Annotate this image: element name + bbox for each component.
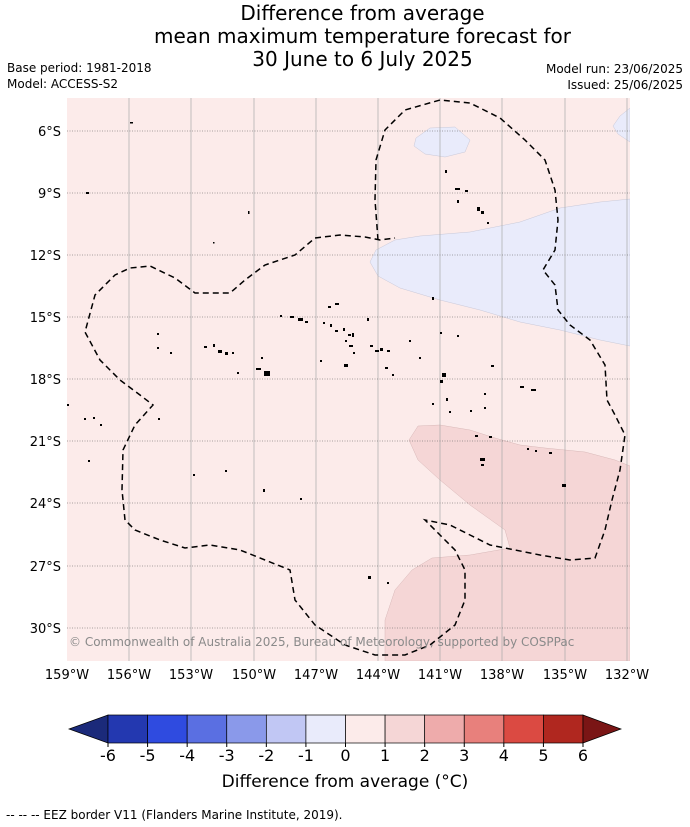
colorbar-bin — [503, 714, 544, 744]
copyright-notice: © Commonwealth of Australia 2025, Bureau… — [69, 635, 574, 649]
colorbar-tick-label: 2 — [420, 746, 430, 765]
map-title: Difference from average mean maximum tem… — [0, 2, 690, 71]
colorbar-bin — [463, 714, 505, 744]
colorbar-tick-label: -1 — [298, 746, 314, 765]
base-period: Base period: 1981-2018 — [7, 61, 152, 75]
model-name: Model: ACCESS-S2 — [7, 77, 119, 91]
cool-anomaly-region-small — [413, 126, 471, 158]
colorbar-tick-label: 6 — [578, 746, 588, 765]
colorbar-bin — [186, 714, 228, 744]
model-run: Model run: 23/06/2025 — [545, 62, 683, 76]
lon-label: 159°W — [45, 668, 89, 683]
lat-label: 15°S — [30, 311, 61, 326]
lat-label: 6°S — [38, 125, 61, 140]
colorbar-bin — [543, 714, 584, 744]
islands — [67, 122, 566, 584]
colorbar-tick-label: -2 — [258, 746, 274, 765]
colorbar-ticks: -6 -5 -4 -3 -2 -1 0 1 2 3 4 5 6 — [100, 743, 588, 765]
colorbar — [67, 714, 623, 744]
title-line-2: mean maximum temperature forecast for — [153, 24, 571, 48]
lat-label: 24°S — [30, 497, 61, 512]
lat-label: 12°S — [30, 249, 61, 264]
colorbar-tick-label: -5 — [140, 746, 156, 765]
warm-anomaly-region — [384, 424, 630, 661]
colorbar-title: Difference from average (°C) — [221, 772, 469, 792]
eez-legend-note: -- -- -- EEZ border V11 (Flanders Marine… — [6, 808, 343, 822]
title-line-1: Difference from average — [240, 1, 485, 25]
colorbar-bin — [424, 714, 465, 744]
lon-label: 153°W — [169, 668, 213, 683]
lat-label: 18°S — [30, 373, 61, 388]
lon-label: 156°W — [107, 668, 151, 683]
eez-border — [84, 99, 626, 656]
lon-label: 144°W — [356, 668, 400, 683]
longitude-axis: 159°W 156°W 153°W 150°W 147°W 144°W 141°… — [45, 668, 649, 683]
cool-anomaly-region-edge — [612, 107, 630, 143]
colorbar-bin — [147, 714, 188, 744]
lat-label: 21°S — [30, 435, 61, 450]
colorbar-bin — [384, 714, 426, 744]
lon-label: 150°W — [232, 668, 276, 683]
colorbar-extend-low — [67, 714, 109, 744]
colorbar-extend-high — [582, 714, 623, 744]
colorbar-tick-label: -4 — [179, 746, 195, 765]
lat-label: 27°S — [30, 560, 61, 575]
lat-label: 9°S — [38, 187, 61, 202]
lon-label: 135°W — [543, 668, 587, 683]
lon-label: 132°W — [605, 668, 649, 683]
colorbar-tick-label: 0 — [340, 746, 350, 765]
colorbar-bin — [305, 714, 346, 744]
map-area: © Commonwealth of Australia 2025, Bureau… — [67, 98, 630, 661]
colorbar-tick-label: 3 — [459, 746, 469, 765]
model-info: Base period: 1981-2018 Model: ACCESS-S2 — [7, 60, 152, 92]
lon-label: 138°W — [480, 668, 524, 683]
colorbar-bin — [107, 714, 148, 744]
lon-label: 141°W — [418, 668, 462, 683]
issued-date: Issued: 25/06/2025 — [567, 78, 683, 92]
colorbar-tick-label: -3 — [219, 746, 235, 765]
colorbar-bin — [265, 714, 307, 744]
colorbar-bin — [226, 714, 267, 744]
meridian-lines — [128, 98, 628, 661]
colorbar-tick-label: 5 — [538, 746, 548, 765]
colorbar-tick-label: 4 — [499, 746, 509, 765]
colorbar-tick-label: 1 — [380, 746, 390, 765]
lon-label: 147°W — [294, 668, 338, 683]
colorbar-bin — [345, 714, 386, 744]
latitude-axis: 6°S 9°S 12°S 15°S 18°S 21°S 24°S 27°S 30… — [30, 125, 61, 637]
title-line-3: 30 June to 6 July 2025 — [252, 47, 473, 71]
lat-label: 30°S — [30, 622, 61, 637]
run-info: Model run: 23/06/2025 Issued: 25/06/2025 — [546, 61, 683, 93]
colorbar-tick-label: -6 — [100, 746, 116, 765]
